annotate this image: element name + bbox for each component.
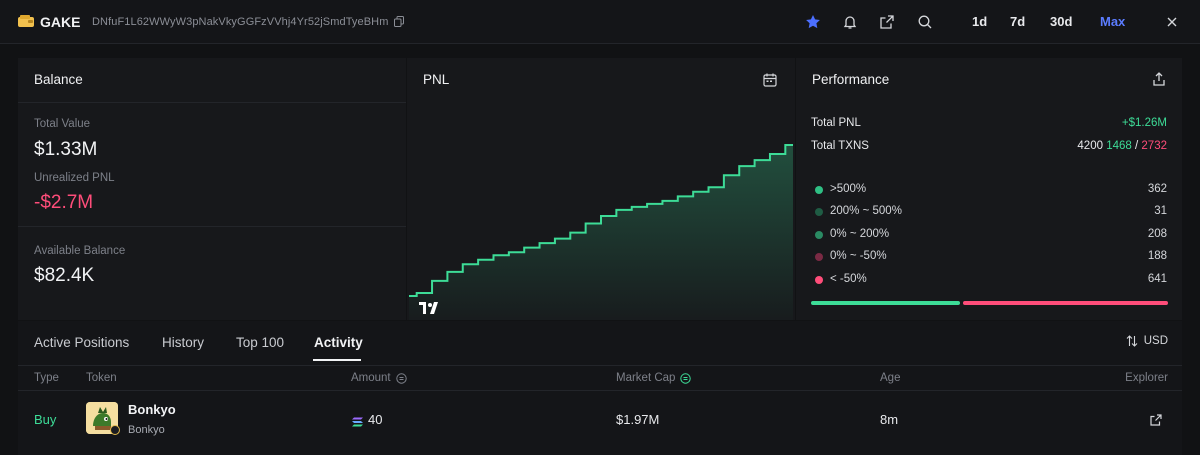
- column-amount: Amount: [351, 372, 407, 384]
- distribution-label: < -50%: [830, 273, 867, 285]
- distribution-dot: [815, 276, 823, 284]
- txns-sell-count: 2732: [1141, 140, 1167, 152]
- token-symbol: Bonkyo: [128, 424, 165, 436]
- distribution-dot: [815, 208, 823, 216]
- wallet-name: GAKE: [40, 14, 81, 30]
- row-age: 8m: [880, 412, 899, 427]
- range-30d[interactable]: 30d: [1050, 14, 1073, 29]
- available-balance-label: Available Balance: [34, 245, 126, 257]
- close-icon[interactable]: [1162, 12, 1182, 32]
- loss-ratio-bar: [963, 301, 1168, 305]
- activity-section: Active Positions History Top 100 Activit…: [18, 321, 1182, 455]
- swap-circle-icon: [680, 372, 692, 384]
- row-market-cap: $1.97M: [616, 412, 660, 427]
- total-pnl-label: Total PNL: [811, 117, 861, 129]
- total-value-label: Total Value: [34, 118, 91, 130]
- total-value: $1.33M: [34, 139, 98, 160]
- bell-icon[interactable]: [840, 12, 860, 32]
- currency-label: USD: [1143, 335, 1168, 347]
- range-1d[interactable]: 1d: [972, 14, 988, 29]
- total-txns-count: 4200: [1077, 140, 1103, 152]
- total-txns-row: Total TXNS 4200 1468 / 2732: [811, 140, 1167, 152]
- distribution-label: >500%: [830, 183, 867, 195]
- token-badge-icon: [110, 425, 120, 435]
- external-link-icon[interactable]: [877, 12, 897, 32]
- solana-icon: [352, 417, 363, 427]
- distribution-count: 188: [1147, 250, 1167, 262]
- range-max[interactable]: Max: [1100, 14, 1126, 29]
- distribution-label: 0% ~ -50%: [830, 250, 887, 262]
- distribution-dot: [815, 253, 823, 261]
- unrealized-pnl-label: Unrealized PNL: [34, 172, 115, 184]
- total-txns-label: Total TXNS: [811, 140, 869, 152]
- swap-icon: [1126, 335, 1138, 347]
- column-explorer: Explorer: [1125, 372, 1168, 384]
- tab-active-positions[interactable]: Active Positions: [34, 335, 130, 350]
- top-bar: GAKE DNfuF1L62WWyW3pNakVkyGGFzVVhj4Yr52j…: [0, 0, 1200, 44]
- balance-panel: Balance Total Value $1.33M Unrealized PN…: [18, 58, 406, 320]
- distribution-row: 200% ~ 500% 31: [815, 205, 1167, 219]
- distribution-row: 0% ~ 200% 208: [815, 228, 1167, 242]
- total-pnl-row: Total PNL +$1.26M: [811, 117, 1167, 129]
- pnl-panel: PNL: [407, 58, 795, 320]
- distribution-row: >500% 362: [815, 183, 1167, 197]
- active-tab-indicator: [313, 359, 361, 361]
- column-token: Token: [86, 372, 117, 384]
- performance-panel: Performance Total PNL +$1.26M Total TXNS…: [796, 58, 1182, 320]
- distribution-label: 200% ~ 500%: [830, 205, 902, 217]
- divider: [18, 102, 406, 103]
- currency-circle-icon: [395, 372, 407, 384]
- divider: [18, 226, 406, 227]
- distribution-row: < -50% 641: [815, 273, 1167, 287]
- copy-icon[interactable]: [394, 16, 404, 27]
- share-icon[interactable]: [1152, 72, 1166, 86]
- distribution-count: 641: [1147, 273, 1167, 285]
- total-txns-values: 4200 1468 / 2732: [1077, 140, 1167, 152]
- currency-toggle[interactable]: USD: [1126, 335, 1168, 347]
- distribution-count: 362: [1147, 183, 1167, 195]
- total-pnl-value: +$1.26M: [1121, 117, 1167, 129]
- table-row[interactable]: Buy Bonkyo Bonkyo 40 $1.97M 8m: [18, 391, 1182, 455]
- tab-activity[interactable]: Activity: [314, 335, 363, 350]
- txns-buy-count: 1468: [1106, 140, 1132, 152]
- search-icon[interactable]: [915, 12, 935, 32]
- pnl-chart: [409, 144, 793, 320]
- calendar-icon[interactable]: [763, 73, 777, 87]
- distribution-dot: [815, 186, 823, 194]
- pnl-area: [409, 145, 793, 320]
- token-name[interactable]: Bonkyo: [128, 402, 176, 417]
- table-header: Type Token Amount Market Cap Age Explore…: [18, 365, 1182, 391]
- distribution-count: 208: [1147, 228, 1167, 240]
- tab-top-100[interactable]: Top 100: [236, 335, 285, 350]
- column-market-cap: Market Cap: [616, 372, 692, 384]
- column-type: Type: [34, 372, 59, 384]
- distribution-label: 0% ~ 200%: [830, 228, 890, 240]
- range-7d[interactable]: 7d: [1010, 14, 1026, 29]
- win-ratio-bar: [811, 301, 960, 305]
- pnl-line: [409, 144, 793, 297]
- wallet-address: DNfuF1L62WWyW3pNakVkyGGFzVVhj4Yr52jSmdTy…: [92, 16, 389, 28]
- column-age: Age: [880, 372, 901, 384]
- tab-history[interactable]: History: [162, 335, 205, 350]
- txns-separator: /: [1135, 140, 1139, 152]
- performance-title: Performance: [812, 72, 890, 87]
- distribution-count: 31: [1154, 205, 1167, 217]
- token-avatar: [86, 402, 118, 434]
- unrealized-pnl-value: -$2.7M: [34, 192, 94, 213]
- pnl-title: PNL: [423, 72, 450, 87]
- distribution-dot: [815, 231, 823, 239]
- tradingview-logo: [419, 302, 438, 314]
- row-amount: 40: [368, 412, 383, 427]
- star-icon[interactable]: [803, 12, 823, 32]
- balance-title: Balance: [34, 72, 83, 87]
- wallet-icon: [18, 15, 34, 27]
- explorer-link-icon[interactable]: [1150, 414, 1162, 426]
- available-balance-value: $82.4K: [34, 265, 95, 286]
- row-type: Buy: [34, 412, 57, 427]
- distribution-row: 0% ~ -50% 188: [815, 250, 1167, 264]
